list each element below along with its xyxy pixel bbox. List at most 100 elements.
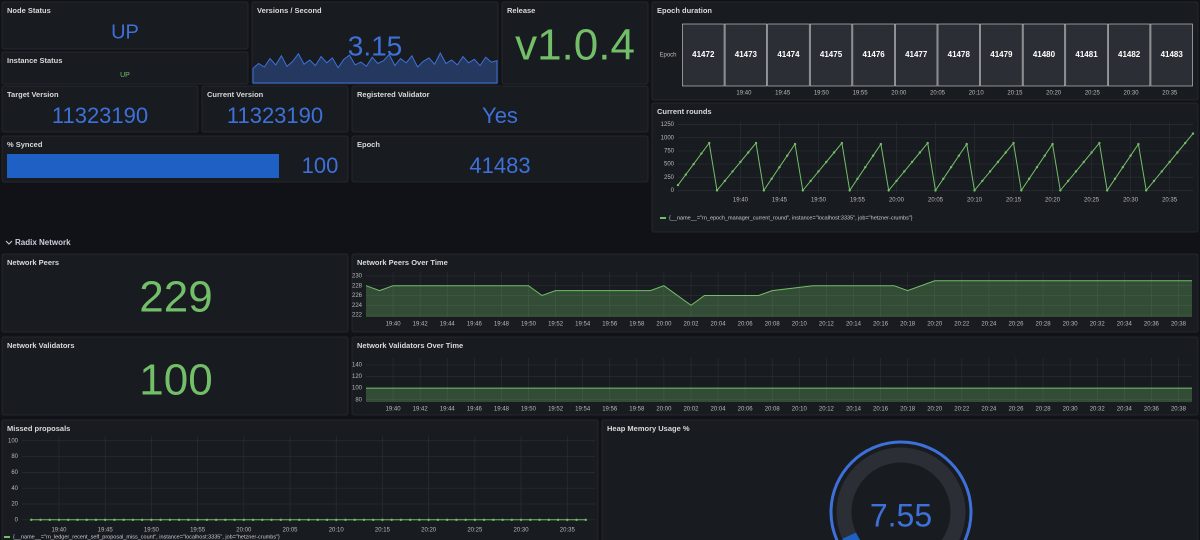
stat-value: v1.0.4 [515,21,635,70]
series-point [715,189,719,192]
series-point [1105,189,1109,192]
gauge-threshold [829,440,973,540]
x-tick-label: 20:20 [927,322,943,328]
state-label: 41472 [692,50,715,59]
x-tick-label: 19:46 [467,322,483,328]
series-point [168,518,172,522]
x-tick-label: 20:34 [1117,407,1133,413]
series-point [910,160,914,164]
series-area [366,280,1192,317]
x-tick-label: 20:06 [738,407,754,413]
series-point [942,177,945,180]
series-point [205,518,209,522]
series-point [445,518,449,522]
x-tick-label: 20:26 [1008,322,1024,328]
panel [351,336,1199,416]
legend-label: {__name__="rn_epoch_manager_current_roun… [669,215,913,221]
x-tick-label: 20:16 [873,322,889,328]
series-area [366,388,1192,402]
panel-title: Epoch [357,140,380,149]
y-tick-label: 750 [664,149,675,155]
x-tick-label: 20:25 [1085,91,1101,97]
x-tick-label: 20:20 [1046,91,1062,97]
row-title[interactable]: Radix Network [15,238,71,247]
x-tick-label: 20:05 [930,91,946,97]
x-tick-label: 19:45 [772,198,788,204]
series-point [418,518,421,522]
y-tick-label: 500 [664,162,675,168]
series-point [832,151,836,154]
stat-value: 100 [302,153,339,178]
series-point [214,518,218,522]
state-label: 41474 [777,50,800,59]
series-point [739,160,742,164]
x-tick-label: 20:26 [1008,407,1024,413]
stat-value: 3.15 [348,30,403,61]
x-tick-label: 20:24 [981,407,997,413]
state-label: 41481 [1075,50,1098,59]
series-point [926,141,929,145]
series-point [353,518,356,522]
series-point [307,518,310,522]
state-cell [1150,23,1193,87]
series-point [879,142,883,146]
series-point [778,166,781,169]
panel [1,1,249,50]
state-label: 41483 [1161,50,1184,59]
x-tick-label: 19:48 [494,407,510,413]
series-point [1027,177,1031,180]
y-tick-label: 20 [11,502,18,508]
series-point [817,170,820,173]
series-point [177,518,181,522]
y-tick-label: 80 [11,454,18,460]
stat-value: 100 [139,356,212,405]
x-tick-label: 19:54 [575,322,591,328]
panel [651,102,1199,233]
x-tick-label: 19:45 [775,91,791,97]
x-tick-label: 20:38 [1171,322,1187,328]
x-tick-label: 19:56 [602,407,618,413]
series-point [770,177,773,180]
series-point [762,189,766,192]
series-point [1051,142,1054,146]
x-tick-label: 20:00 [891,91,907,97]
x-tick-label: 19:50 [521,322,537,328]
series-point [510,518,514,522]
series-point [482,518,486,522]
series-point [676,183,680,187]
series-point [30,518,33,522]
series-point [1074,170,1078,173]
y-tick-label: 224 [352,303,363,309]
x-tick-label: 20:00 [236,528,252,534]
x-tick-label: 19:52 [548,407,564,413]
series-point [390,518,393,522]
panel-title: Current rounds [657,107,712,116]
panel-title: Network Validators Over Time [357,341,463,350]
series-point [1160,170,1163,173]
series-point [57,518,61,522]
x-tick-label: 20:10 [969,91,985,97]
state-cell [1022,23,1066,87]
x-tick-label: 20:08 [765,407,781,413]
series-point [196,518,199,522]
series-point [1012,141,1015,145]
series-point [918,151,922,154]
row-label: Epoch [659,53,676,59]
state-label: 41479 [990,50,1013,59]
series-point [547,518,550,522]
x-tick-label: 20:20 [421,528,437,534]
x-tick-label: 20:00 [889,198,905,204]
x-tick-label: 19:40 [733,198,749,204]
x-tick-label: 20:22 [954,407,970,413]
series-point [700,152,703,155]
series-point [887,189,890,192]
series-point [934,189,937,192]
row-chevron[interactable] [5,240,13,245]
series-point [723,179,727,183]
series-point [492,518,495,522]
y-tick-label: 40 [11,486,18,492]
x-tick-label: 20:05 [283,528,299,534]
y-tick-label: 228 [352,283,363,289]
y-tick-label: 100 [8,438,19,444]
